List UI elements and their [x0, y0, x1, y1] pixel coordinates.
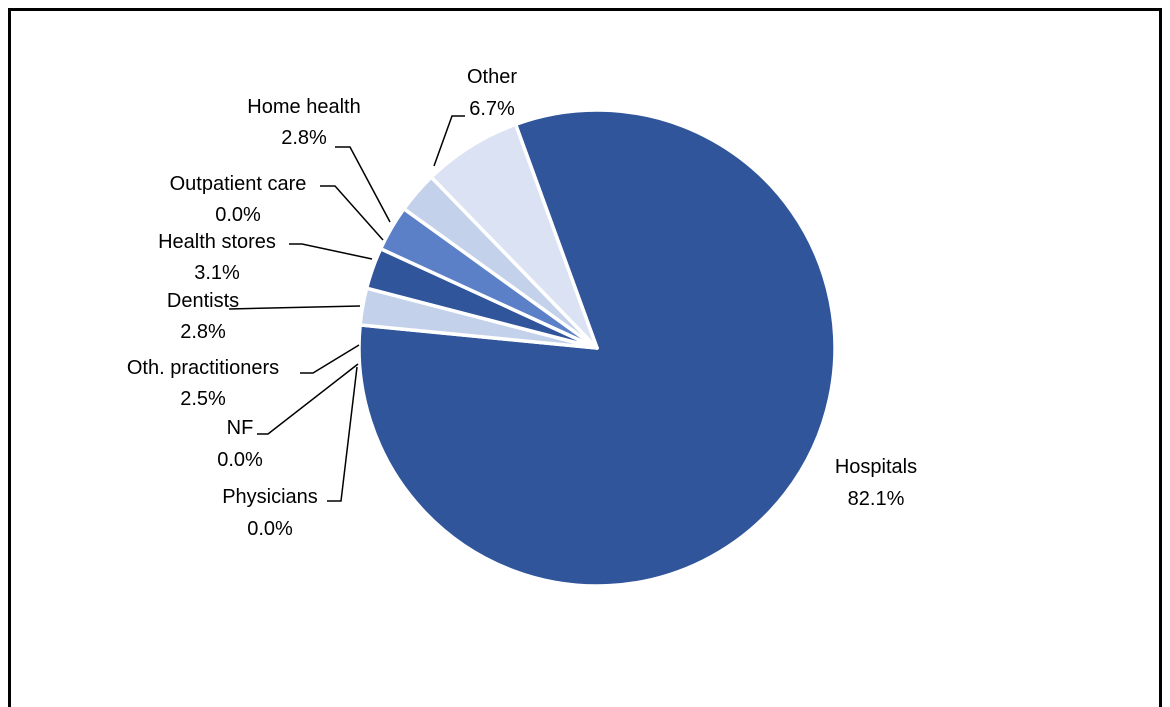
leader-home-health [335, 146, 391, 223]
label-health-stores-name: Health stores [158, 231, 276, 253]
label-dentists-name: Dentists [167, 290, 239, 312]
pie-slices [357, 108, 837, 588]
leader-nf [257, 363, 359, 435]
leader-oth-practitioners [300, 344, 360, 374]
label-home-health-value: 2.8% [281, 127, 327, 149]
slice-labels: Hospitals 82.1% Physicians 0.0% NF 0.0% … [127, 66, 917, 540]
label-nf-value: 0.0% [217, 449, 263, 471]
leader-other [433, 115, 465, 167]
leader-physicians [327, 366, 358, 502]
label-home-health-name: Home health [247, 96, 360, 118]
label-other-value: 6.7% [469, 98, 515, 120]
label-hospitals-name: Hospitals [835, 456, 917, 478]
label-health-stores-value: 3.1% [194, 262, 240, 284]
label-physicians-value: 0.0% [247, 518, 293, 540]
label-physicians-name: Physicians [222, 486, 318, 508]
label-outpatient-care-name: Outpatient care [170, 173, 307, 195]
label-nf-name: NF [227, 417, 254, 439]
label-other-name: Other [467, 66, 517, 88]
leader-dentists [228, 305, 361, 310]
leader-health-stores [289, 243, 373, 260]
label-oth-practitioners-name: Oth. practitioners [127, 357, 279, 379]
leader-lines [228, 115, 465, 502]
label-hospitals-value: 82.1% [848, 488, 905, 510]
leader-outpatient-care [320, 185, 384, 241]
label-outpatient-care-value: 0.0% [215, 204, 261, 226]
label-dentists-value: 2.8% [180, 321, 226, 343]
slice-other [429, 122, 599, 350]
label-oth-practitioners-value: 2.5% [180, 388, 226, 410]
